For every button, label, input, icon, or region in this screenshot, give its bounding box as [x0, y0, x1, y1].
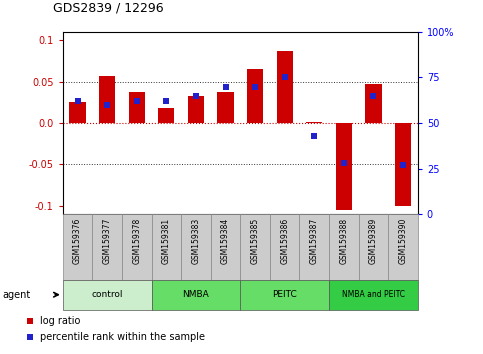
Text: GSM159390: GSM159390: [398, 218, 408, 264]
Bar: [329, 214, 358, 280]
Bar: [395, 123, 411, 206]
Bar: [128, 92, 145, 123]
Text: GSM159387: GSM159387: [310, 218, 319, 264]
Point: [26, 334, 33, 339]
Bar: [92, 214, 122, 280]
Text: GSM159389: GSM159389: [369, 218, 378, 264]
Text: percentile rank within the sample: percentile rank within the sample: [41, 332, 205, 342]
Text: agent: agent: [2, 290, 30, 300]
Point: [399, 162, 407, 168]
Point: [26, 318, 33, 324]
Point: [103, 102, 111, 108]
Bar: [329, 280, 418, 310]
Bar: [365, 84, 382, 123]
Point: [311, 133, 318, 139]
Text: PEITC: PEITC: [272, 290, 297, 299]
Text: GSM159376: GSM159376: [73, 218, 82, 264]
Bar: [70, 102, 85, 123]
Bar: [211, 214, 241, 280]
Bar: [63, 280, 152, 310]
Bar: [122, 214, 152, 280]
Bar: [299, 214, 329, 280]
Bar: [99, 76, 115, 123]
Text: GSM159377: GSM159377: [103, 218, 112, 264]
Bar: [270, 214, 299, 280]
Bar: [63, 214, 92, 280]
Bar: [388, 214, 418, 280]
Point: [133, 98, 141, 104]
Text: NMBA and PEITC: NMBA and PEITC: [342, 290, 405, 299]
Bar: [241, 280, 329, 310]
Point: [162, 98, 170, 104]
Text: GSM159383: GSM159383: [191, 218, 200, 264]
Point: [192, 93, 200, 98]
Point: [281, 75, 288, 80]
Text: GSM159388: GSM159388: [340, 218, 348, 264]
Bar: [152, 280, 241, 310]
Bar: [188, 96, 204, 123]
Text: NMBA: NMBA: [183, 290, 209, 299]
Bar: [306, 122, 322, 123]
Text: GDS2839 / 12296: GDS2839 / 12296: [53, 1, 164, 14]
Point: [74, 98, 82, 104]
Text: log ratio: log ratio: [41, 316, 81, 326]
Point: [251, 84, 259, 89]
Bar: [277, 51, 293, 123]
Bar: [158, 108, 174, 123]
Text: control: control: [91, 290, 123, 299]
Bar: [241, 214, 270, 280]
Text: GSM159381: GSM159381: [162, 218, 171, 264]
Text: GSM159386: GSM159386: [280, 218, 289, 264]
Bar: [217, 92, 234, 123]
Text: GSM159385: GSM159385: [251, 218, 259, 264]
Bar: [247, 69, 263, 123]
Point: [222, 84, 229, 89]
Point: [369, 93, 377, 98]
Bar: [358, 214, 388, 280]
Bar: [181, 214, 211, 280]
Text: GSM159384: GSM159384: [221, 218, 230, 264]
Bar: [336, 123, 352, 210]
Text: GSM159378: GSM159378: [132, 218, 141, 264]
Bar: [152, 214, 181, 280]
Point: [340, 160, 348, 166]
